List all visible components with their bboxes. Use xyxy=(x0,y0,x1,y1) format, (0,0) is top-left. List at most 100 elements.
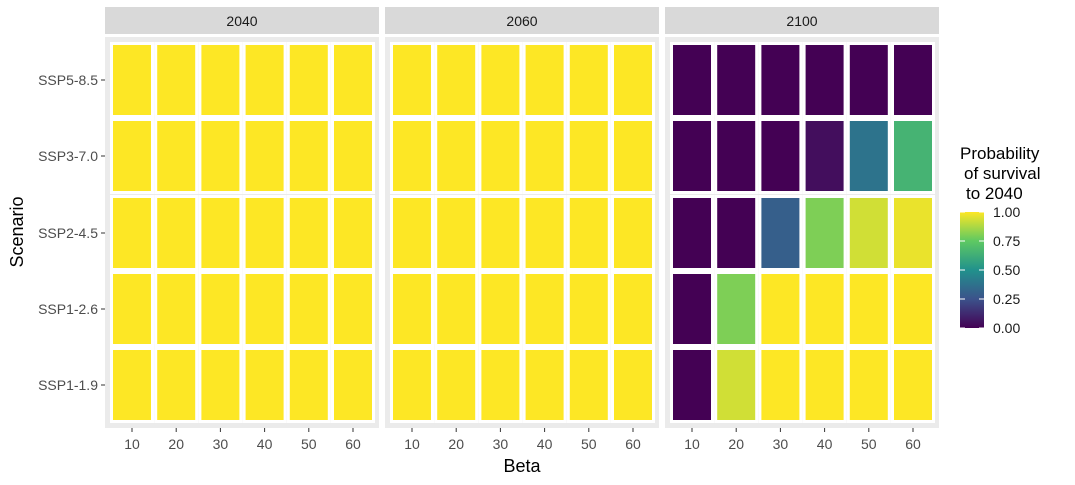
facet-panel-2100: 2100 10 20 30 40 50 60 xyxy=(665,7,939,452)
heatmap-tile xyxy=(198,42,243,118)
heatmap-tile xyxy=(478,195,523,271)
heatmap-tile xyxy=(522,271,567,347)
heatmap-tile xyxy=(611,271,655,347)
y-tick-label: SSP3-7.0 xyxy=(38,148,98,164)
heatmap-tile xyxy=(714,347,759,423)
heatmap-tile xyxy=(390,347,434,423)
legend-tick-label: 0.00 xyxy=(993,320,1020,336)
x-tick-label: 50 xyxy=(581,436,597,452)
heatmap-tile xyxy=(154,271,199,347)
x-tick-label: 10 xyxy=(684,436,700,452)
heatmap-tile xyxy=(611,42,655,118)
heatmap-tile xyxy=(714,195,759,271)
heatmap-tile xyxy=(846,271,891,347)
heatmap-tile xyxy=(110,42,154,118)
heatmap-tile xyxy=(331,195,375,271)
heatmap-tile xyxy=(522,195,567,271)
x-tick-label: 50 xyxy=(301,436,317,452)
heatmap-tile xyxy=(566,271,611,347)
heatmap-tile xyxy=(331,347,375,423)
x-tick-label: 60 xyxy=(905,436,921,452)
y-tick-label: SSP2-4.5 xyxy=(38,225,98,241)
x-tick-label: 20 xyxy=(448,436,464,452)
heatmap-tile xyxy=(611,347,655,423)
heatmap-tile xyxy=(110,347,154,423)
x-tick-label: 30 xyxy=(773,436,789,452)
legend-title-line: Probability xyxy=(960,144,1040,163)
heatmap-tile xyxy=(670,347,714,423)
heatmap-tile xyxy=(154,347,199,423)
heatmap-tile xyxy=(242,195,287,271)
heatmap-tile xyxy=(478,42,523,118)
heatmap-tile xyxy=(670,195,714,271)
legend-tick-label: 0.50 xyxy=(993,262,1020,278)
heatmap-tile xyxy=(242,271,287,347)
heatmap-tile xyxy=(611,118,655,194)
heatmap-tile xyxy=(198,347,243,423)
legend-tick-label: 1.00 xyxy=(993,204,1020,220)
heatmap-tile xyxy=(242,118,287,194)
x-tick-label: 50 xyxy=(861,436,877,452)
heatmap-tile xyxy=(670,42,714,118)
heatmap-tile xyxy=(714,118,759,194)
x-tick-label: 40 xyxy=(257,436,273,452)
heatmap-tile xyxy=(611,195,655,271)
heatmap-tile xyxy=(758,118,803,194)
heatmap-tile xyxy=(286,42,331,118)
heatmap-tile xyxy=(390,195,434,271)
heatmap-tile xyxy=(758,347,803,423)
heatmap-tile xyxy=(154,42,199,118)
heatmap-tile xyxy=(758,195,803,271)
y-tick-label: SSP5-8.5 xyxy=(38,72,98,88)
heatmap-tile xyxy=(891,347,935,423)
heatmap-tile xyxy=(331,42,375,118)
heatmap-tile xyxy=(802,271,847,347)
heatmap-tile xyxy=(198,195,243,271)
heatmap-tile xyxy=(434,42,479,118)
heatmap-tile xyxy=(286,118,331,194)
heatmap-tile xyxy=(390,271,434,347)
x-tick-label: 10 xyxy=(124,436,140,452)
heatmap-tile xyxy=(802,347,847,423)
heatmap-tile xyxy=(110,271,154,347)
facet-strip-label: 2040 xyxy=(226,13,257,29)
x-tick-label: 30 xyxy=(493,436,509,452)
heatmap-tile xyxy=(390,118,434,194)
heatmap-tile xyxy=(434,347,479,423)
heatmap-tile xyxy=(478,347,523,423)
heatmap-tile xyxy=(802,195,847,271)
y-axis-title: Scenario xyxy=(7,196,27,267)
heatmap-tile xyxy=(891,195,935,271)
y-tick-label: SSP1-1.9 xyxy=(38,377,98,393)
heatmap-tile xyxy=(566,118,611,194)
legend-title-line: to 2040 xyxy=(966,184,1023,203)
x-tick-label: 10 xyxy=(404,436,420,452)
heatmap-tile xyxy=(434,118,479,194)
heatmap-tile xyxy=(434,271,479,347)
heatmap-tile xyxy=(891,271,935,347)
legend-title-line: of survival xyxy=(964,164,1041,183)
legend-tick-label: 0.25 xyxy=(993,291,1020,307)
facet-strip-label: 2100 xyxy=(786,13,817,29)
heatmap-tile xyxy=(802,42,847,118)
x-tick-label: 30 xyxy=(213,436,229,452)
heatmap-tile xyxy=(522,347,567,423)
heatmap-tile xyxy=(286,195,331,271)
heatmap-tile xyxy=(846,195,891,271)
facet-panel-2060: 2060 10 20 30 40 50 60 xyxy=(385,7,659,452)
heatmap-tile xyxy=(242,347,287,423)
heatmap-tile xyxy=(714,271,759,347)
heatmap-tile xyxy=(198,118,243,194)
heatmap-tile xyxy=(758,271,803,347)
heatmap-tile xyxy=(522,118,567,194)
heatmap-tile xyxy=(891,118,935,194)
facet-strip-label: 2060 xyxy=(506,13,537,29)
heatmap-tile xyxy=(390,42,434,118)
heatmap-tile xyxy=(242,42,287,118)
x-tick-label: 20 xyxy=(168,436,184,452)
facet-strip xyxy=(105,7,379,34)
heatmap-tile xyxy=(802,118,847,194)
x-tick-label: 60 xyxy=(345,436,361,452)
